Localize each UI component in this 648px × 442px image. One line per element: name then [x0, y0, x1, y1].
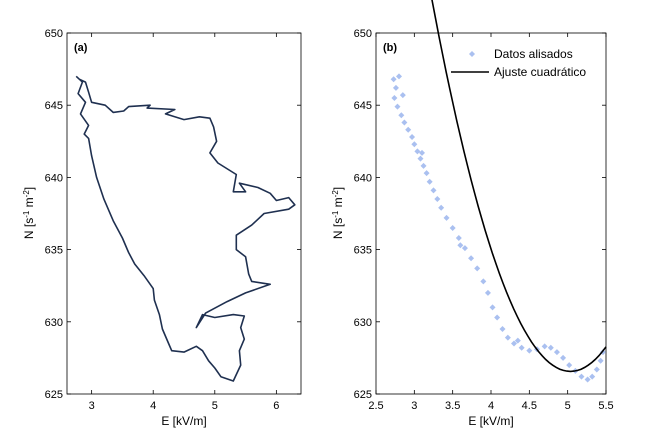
y-tick-label: 650: [354, 28, 372, 40]
data-point: [409, 133, 416, 140]
data-point: [423, 170, 430, 177]
data-point: [468, 255, 475, 262]
panel-b-series: [390, 0, 607, 383]
y-tick-label: 635: [45, 245, 63, 257]
y-tick-label: 640: [354, 172, 372, 184]
data-point: [420, 162, 427, 169]
data-point: [494, 314, 501, 321]
panel-b: 2.5 3 3.5 4 4.5 5 5.5 625 630 635 640 645 650 (b) E…: [331, 0, 614, 428]
x-tick-label: 5.5: [598, 400, 613, 412]
y-tick-label: 645: [45, 100, 63, 112]
data-point: [414, 148, 421, 155]
panel-b-label: (b): [383, 42, 397, 54]
panel-a-label: (a): [74, 42, 88, 54]
x-tick-label: 3.5: [445, 400, 460, 412]
fit-curve: [431, 0, 607, 373]
data-point: [398, 112, 405, 119]
panel-a: 3 4 5 6 625 630 635 640 645 650 (a) E [kV/m] N […: [22, 28, 302, 428]
data-point: [419, 149, 425, 156]
data-point: [394, 103, 401, 110]
y-tick-label: 645: [354, 100, 372, 112]
data-point: [584, 376, 591, 383]
panel-a-frame: [66, 32, 302, 395]
data-point: [518, 344, 525, 351]
x-tick-label: 3: [89, 400, 95, 412]
data-point: [547, 344, 554, 351]
data-point: [449, 224, 456, 231]
data-point: [401, 119, 408, 126]
panel-b-x-ticks: 2.5 3 3.5 4 4.5 5 5.5: [368, 33, 614, 412]
panel-b-frame: [375, 32, 607, 395]
data-point: [438, 204, 445, 211]
y-tick-label: 625: [354, 389, 372, 401]
x-tick-label: 4: [488, 400, 494, 412]
data-point: [405, 126, 412, 133]
panel-b-y-ticks: 625 630 635 640 645 650: [354, 28, 606, 401]
data-point: [399, 92, 406, 99]
data-point: [474, 265, 481, 272]
panel-b-y-axis-label: N [s-1 m-2]: [331, 187, 346, 239]
x-tick-label: 5: [565, 400, 571, 412]
y-tick-label: 650: [45, 28, 63, 40]
data-point: [499, 326, 506, 333]
x-tick-label: 6: [273, 400, 279, 412]
data-point: [526, 347, 533, 354]
legend-marker-datos-alisados: [469, 51, 475, 57]
data-point: [484, 289, 491, 296]
data-point: [514, 337, 521, 344]
data-point: [430, 187, 437, 194]
data-point: [597, 357, 604, 364]
data-point: [391, 94, 398, 101]
data-point: [443, 214, 450, 221]
x-tick-label: 3: [411, 400, 417, 412]
data-point: [480, 278, 487, 285]
panel-a-y-axis-label: N [s-1 m-2]: [22, 187, 37, 239]
x-tick-label: 4.5: [522, 400, 537, 412]
data-point: [396, 73, 402, 80]
y-tick-label: 635: [354, 245, 372, 257]
data-point: [426, 178, 433, 185]
y-tick-label: 630: [45, 317, 63, 329]
data-point: [489, 304, 496, 311]
data-point: [411, 141, 418, 148]
data-point: [434, 196, 441, 203]
data-point: [461, 245, 468, 252]
data-point: [504, 334, 511, 341]
y-tick-label: 625: [45, 389, 63, 401]
panel-a-x-axis-label: E [kV/m]: [161, 414, 206, 428]
data-point: [392, 84, 399, 91]
data-point: [511, 340, 517, 347]
data-point: [457, 242, 464, 249]
data-point: [566, 362, 573, 369]
panel-b-legend: Datos alisados Ajuste cuadrático: [451, 47, 586, 79]
panel-a-x-ticks: 3 4 5 6: [89, 33, 279, 412]
panel-a-y-ticks: 625 630 635 640 645 650: [45, 28, 301, 401]
x-tick-label: 4: [150, 400, 156, 412]
data-point: [589, 373, 596, 380]
panel-b-x-axis-label: E [kV/m]: [468, 414, 513, 428]
legend-label-ajuste-cuadratico: Ajuste cuadrático: [494, 65, 586, 79]
data-point: [560, 354, 567, 361]
x-tick-label: 2.5: [368, 400, 383, 412]
y-tick-label: 630: [354, 317, 372, 329]
panel-a-series: [75, 75, 296, 382]
data-point: [593, 366, 600, 373]
y-tick-label: 640: [45, 172, 63, 184]
data-point: [541, 343, 548, 350]
data-point: [417, 155, 424, 162]
trajectory-line: [75, 75, 296, 382]
data-point: [553, 349, 560, 356]
data-point: [578, 373, 585, 380]
x-tick-label: 5: [212, 400, 218, 412]
data-point: [390, 76, 397, 83]
data-point: [455, 235, 462, 242]
legend-label-datos-alisados: Datos alisados: [494, 47, 573, 61]
